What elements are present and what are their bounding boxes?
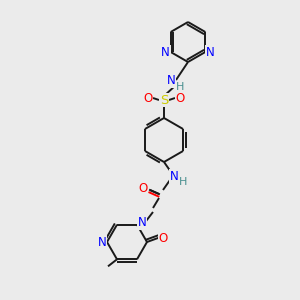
Text: N: N [98,236,106,248]
Text: S: S [160,94,168,106]
Text: O: O [138,182,148,194]
Text: N: N [169,169,178,182]
Text: H: H [176,82,184,92]
Text: N: N [138,216,146,229]
Text: H: H [179,177,187,187]
Text: N: N [167,74,176,88]
Text: O: O [158,232,168,244]
Text: N: N [206,46,215,59]
Text: O: O [143,92,153,104]
Text: N: N [161,46,170,59]
Text: O: O [176,92,184,104]
